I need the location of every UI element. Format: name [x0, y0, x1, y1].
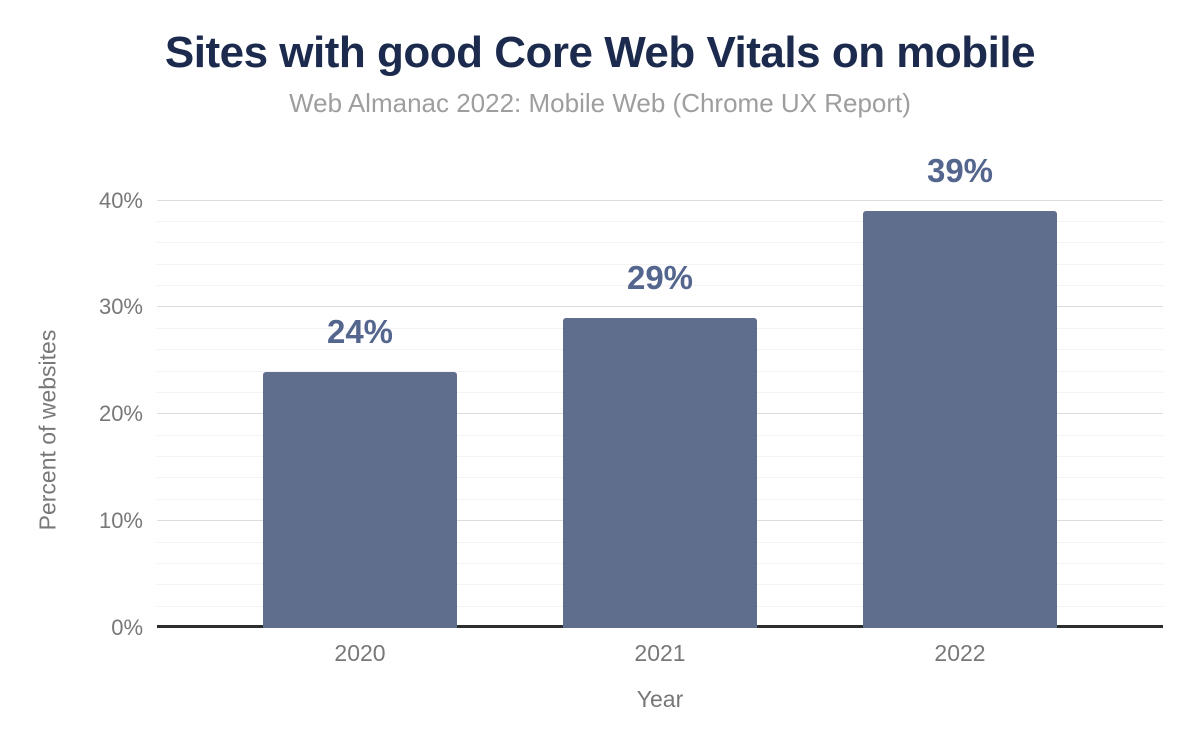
plot-area: 0% 10% 20% 30% 40% 24% 2020 29% 2021 39% 2022 [99, 154, 1163, 666]
bar-slot: 39% 2022 [810, 154, 1110, 666]
bar-slot: 24% 2020 [210, 170, 510, 666]
x-axis-title: Year [636, 686, 684, 712]
bars-group: 24% 2020 29% 2021 39% 2022 [210, 154, 1110, 666]
gridline-minor [157, 263, 1163, 265]
x-tick-label: 2022 [934, 640, 986, 666]
bar-value-label: 39% [926, 152, 994, 190]
gridline-minor [157, 285, 1163, 286]
y-tick-label: 30% [98, 294, 143, 320]
chart-title: Sites with good Core Web Vitals on mobil… [164, 28, 1036, 77]
y-tick-label: 10% [98, 508, 143, 534]
bar-2020 [263, 371, 457, 628]
bar-2022 [863, 211, 1057, 628]
gridline-minor [157, 242, 1163, 244]
bar-value-label: 24% [326, 312, 394, 350]
y-tick-label: 40% [98, 187, 143, 213]
x-tick-label: 2020 [334, 640, 386, 666]
bar-slot: 29% 2021 [510, 170, 810, 666]
y-tick-label: 0% [111, 615, 143, 640]
y-axis-title: Percent of websites [34, 329, 61, 531]
gridline-minor [157, 220, 1163, 222]
gridline-major [157, 306, 1163, 308]
chart-subtitle: Web Almanac 2022: Mobile Web (Chrome UX … [289, 88, 911, 118]
x-tick-label: 2021 [634, 640, 686, 666]
bar-2021 [563, 318, 757, 628]
gridline-major [157, 199, 1163, 201]
y-tick-label: 20% [98, 401, 143, 427]
bar-value-label: 29% [626, 259, 694, 297]
